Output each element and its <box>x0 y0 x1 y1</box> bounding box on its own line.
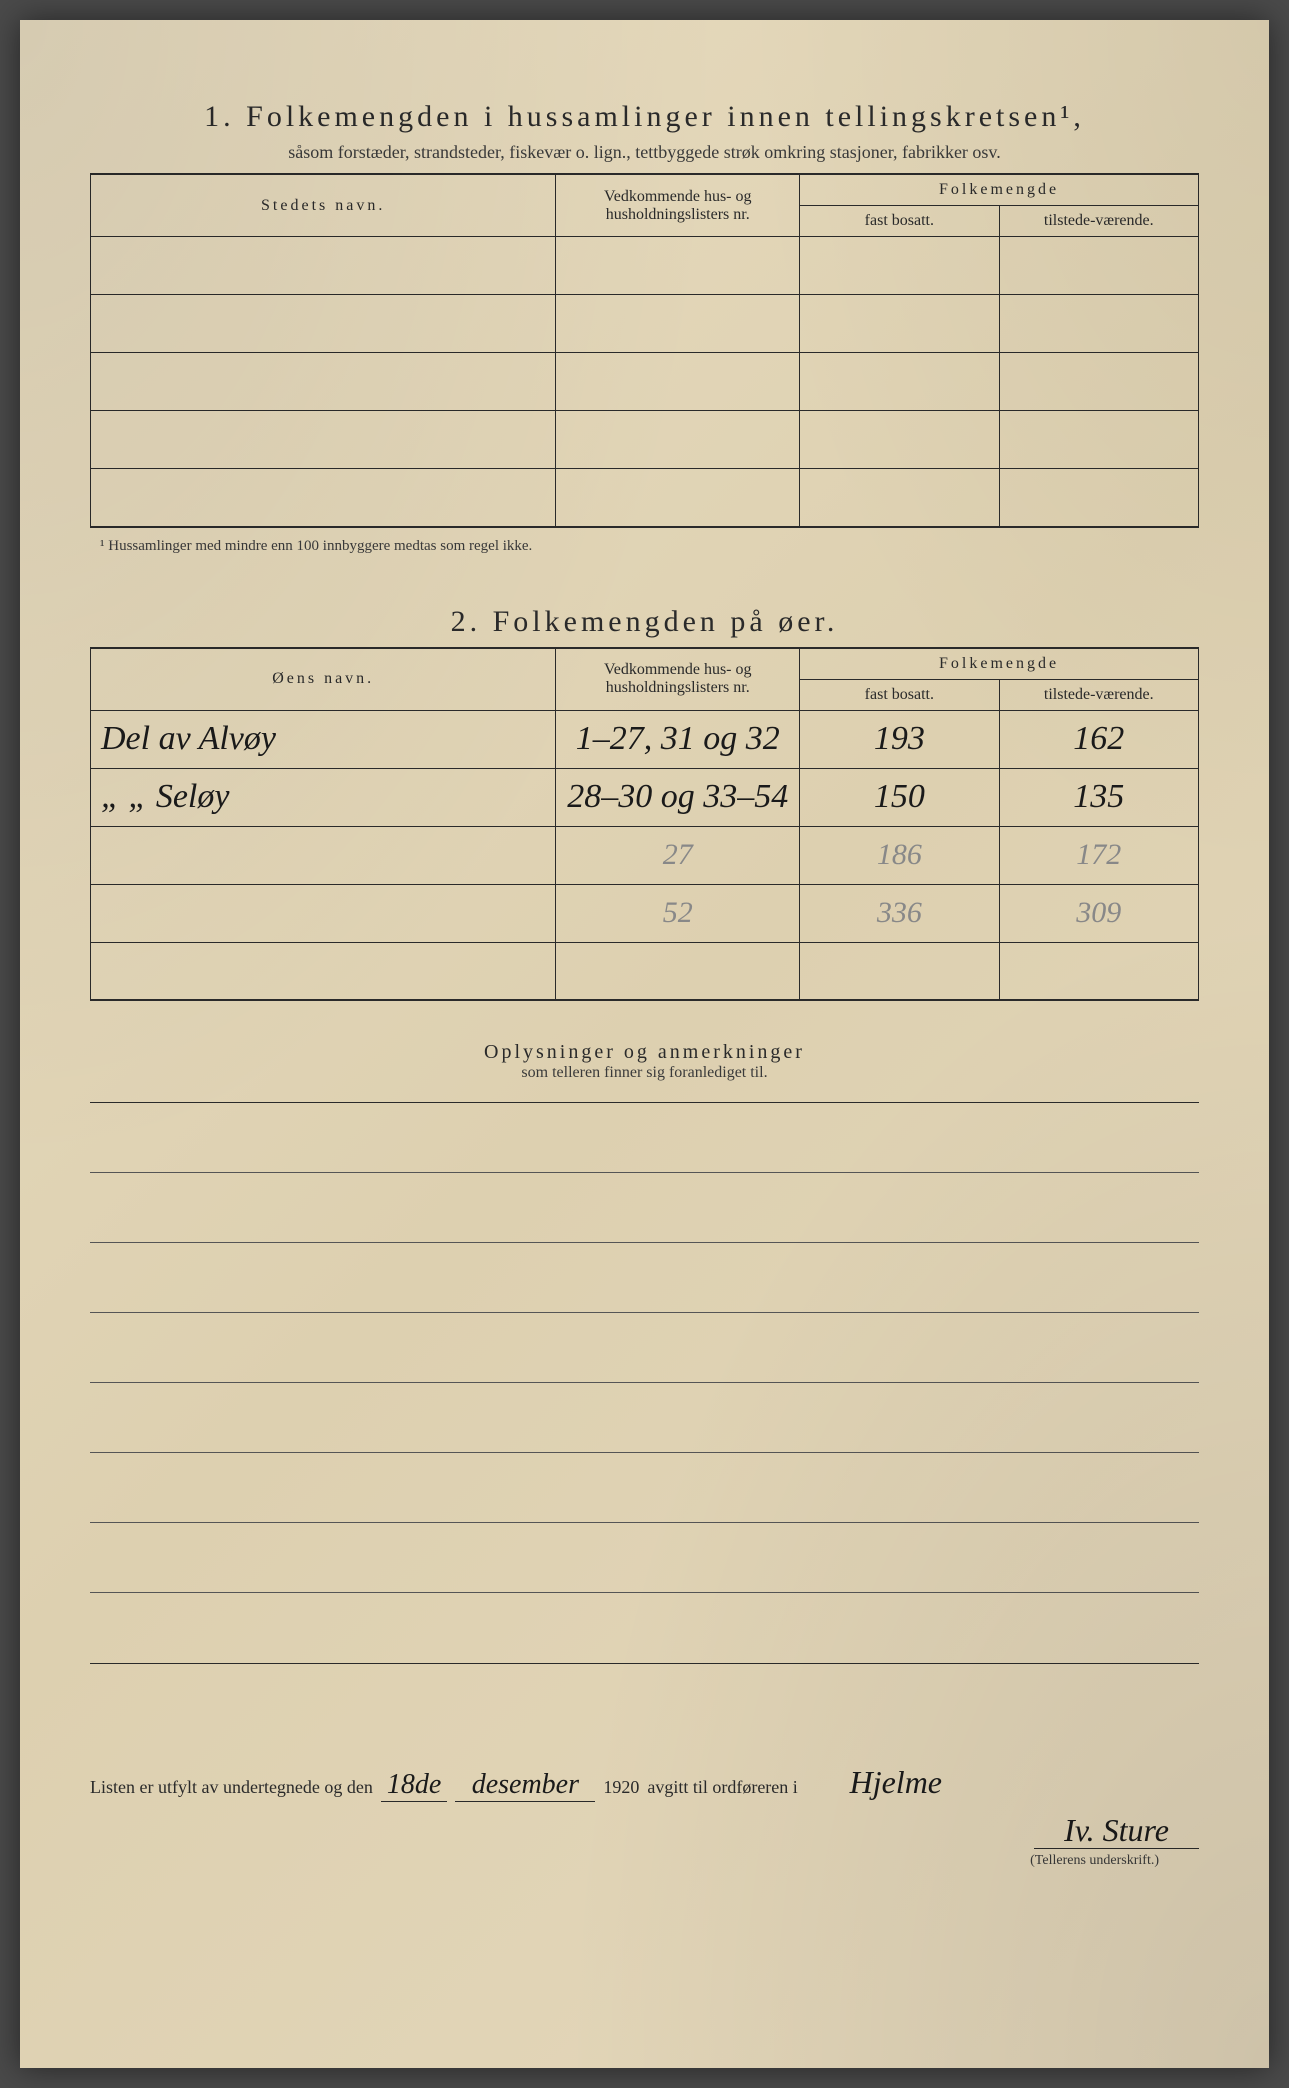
remarks-line <box>90 1523 1199 1593</box>
section2-number: 2. <box>451 605 482 638</box>
table-row <box>91 353 1199 411</box>
table-row <box>91 295 1199 353</box>
remarks-line <box>90 1453 1199 1523</box>
section1-title-text: Folkemengden i hussamlinger innen tellin… <box>246 100 1085 133</box>
remarks-line <box>90 1103 1199 1173</box>
remarks-area <box>90 1102 1199 1664</box>
table-row: 52 336 309 <box>91 884 1199 942</box>
section1-footnote: ¹ Hussamlinger med mindre enn 100 innbyg… <box>100 538 1199 555</box>
footer-day: 18de <box>381 1769 447 1802</box>
col-oens-navn: Øens navn. <box>91 648 556 711</box>
remarks-line <box>90 1173 1199 1243</box>
table-row: 27 186 172 <box>91 826 1199 884</box>
footer-prefix: Listen er utfylt av undertegnede og den <box>90 1777 373 1798</box>
tilstede-value: 309 <box>1076 896 1121 929</box>
island-name: Del av Alvøy <box>101 720 276 757</box>
section2-table: Øens navn. Vedkommende hus- og husholdni… <box>90 647 1199 1002</box>
fast-value: 150 <box>874 778 925 815</box>
remarks-line <box>90 1243 1199 1313</box>
list-value: 52 <box>663 896 693 929</box>
col-tilstede-2: tilstede-værende. <box>999 679 1198 710</box>
col-list-nr: Vedkommende hus- og husholdningslisters … <box>556 174 800 237</box>
section1-title: 1. Folkemengden i hussamlinger innen tel… <box>90 100 1199 134</box>
table-row <box>91 411 1199 469</box>
list-value: 1–27, 31 og 32 <box>576 720 780 757</box>
footer-mid: avgitt til ordføreren i <box>647 1777 797 1798</box>
col-list-nr-2: Vedkommende hus- og husholdningslisters … <box>556 648 800 711</box>
col-folkemengde-2: Folkemengde <box>800 648 1199 680</box>
list-value: 27 <box>663 838 693 871</box>
section2-title: 2. Folkemengden på øer. <box>90 605 1199 639</box>
signature: Iv. Sture <box>1034 1812 1199 1849</box>
tilstede-value: 162 <box>1073 720 1124 757</box>
list-value: 28–30 og 33–54 <box>567 778 788 815</box>
table-row <box>91 237 1199 295</box>
table-row <box>91 469 1199 527</box>
col-fast-2: fast bosatt. <box>800 679 999 710</box>
remarks-title: Oplysninger og anmerkninger <box>90 1041 1199 1064</box>
table-row <box>91 942 1199 1000</box>
fast-value: 193 <box>874 720 925 757</box>
footer-line: Listen er utfylt av undertegnede og den … <box>90 1764 1199 1802</box>
col-fast: fast bosatt. <box>800 206 999 237</box>
section1-table: Stedets navn. Vedkommende hus- og hushol… <box>90 173 1199 528</box>
remarks-line <box>90 1383 1199 1453</box>
fast-value: 336 <box>877 896 922 929</box>
tilstede-value: 135 <box>1073 778 1124 815</box>
table-row: Del av Alvøy 1–27, 31 og 32 193 162 <box>91 710 1199 768</box>
section2-title-text: Folkemengden på øer. <box>493 605 839 638</box>
document-page: 1. Folkemengden i hussamlinger innen tel… <box>20 20 1269 2068</box>
remarks-subtitle: som telleren finner sig foranlediget til… <box>90 1064 1199 1082</box>
footer-place: Hjelme <box>806 1764 986 1801</box>
remarks-line <box>90 1593 1199 1663</box>
section1-number: 1. <box>204 100 235 133</box>
remarks-line <box>90 1313 1199 1383</box>
table-row: „ „ Seløy 28–30 og 33–54 150 135 <box>91 768 1199 826</box>
col-tilstede: tilstede-værende. <box>999 206 1198 237</box>
island-name: „ „ Seløy <box>101 778 229 815</box>
footer-year: 1920 <box>603 1777 639 1798</box>
footer-month: desember <box>455 1769 595 1802</box>
fast-value: 186 <box>877 838 922 871</box>
section1-subtitle: såsom forstæder, strandsteder, fiskevær … <box>90 142 1199 163</box>
signature-area: Iv. Sture <box>90 1812 1199 1849</box>
signature-label: (Tellerens underskrift.) <box>90 1853 1199 1869</box>
col-stedets-navn: Stedets navn. <box>91 174 556 237</box>
col-folkemengde: Folkemengde <box>800 174 1199 206</box>
tilstede-value: 172 <box>1076 838 1121 871</box>
